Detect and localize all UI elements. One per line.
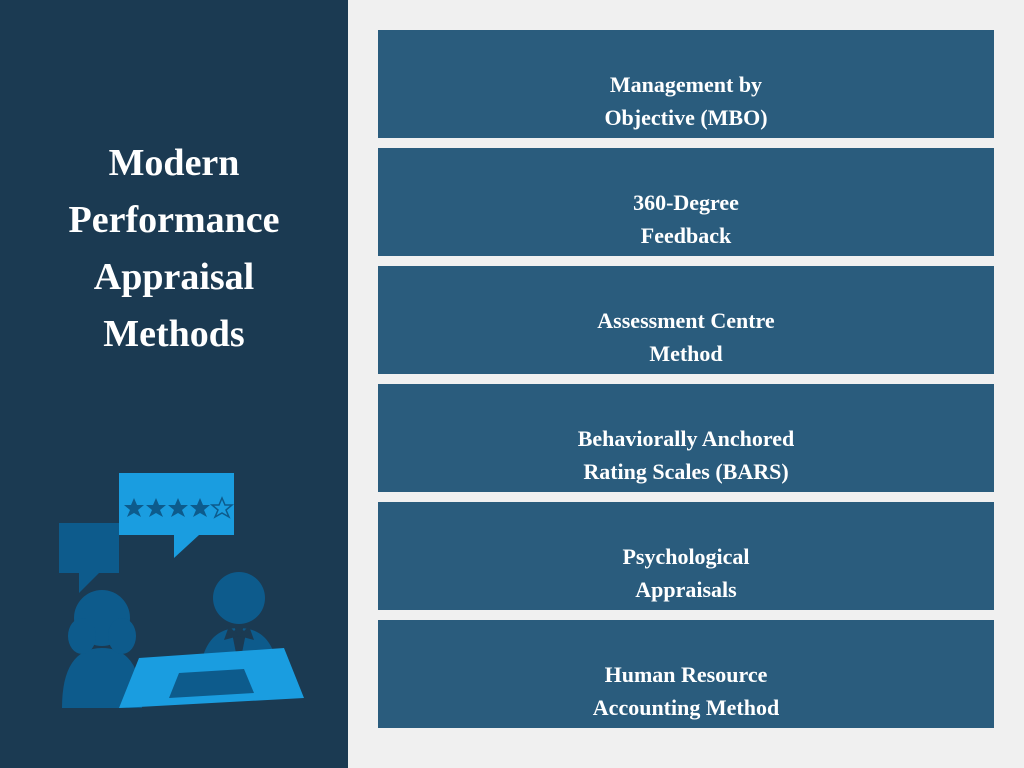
chat-bubble-stars-icon <box>119 473 234 558</box>
methods-list: Management byObjective (MBO) 360-DegreeF… <box>348 0 1024 768</box>
sidebar-panel: ModernPerformanceAppraisalMethods <box>0 0 348 768</box>
method-label: Behaviorally AnchoredRating Scales (BARS… <box>578 389 795 488</box>
laptop-icon <box>119 648 304 708</box>
method-label: Human ResourceAccounting Method <box>593 625 779 724</box>
feedback-icon <box>34 448 314 728</box>
method-item: Management byObjective (MBO) <box>378 30 994 138</box>
method-item: PsychologicalAppraisals <box>378 502 994 610</box>
method-item: Human ResourceAccounting Method <box>378 620 994 728</box>
method-label: 360-DegreeFeedback <box>633 153 739 252</box>
method-item: 360-DegreeFeedback <box>378 148 994 256</box>
chat-bubble-small-icon <box>59 523 119 593</box>
method-item: Behaviorally AnchoredRating Scales (BARS… <box>378 384 994 492</box>
method-label: Management byObjective (MBO) <box>604 35 767 134</box>
method-item: Assessment CentreMethod <box>378 266 994 374</box>
method-label: PsychologicalAppraisals <box>622 507 749 606</box>
method-label: Assessment CentreMethod <box>597 271 774 370</box>
page-title: ModernPerformanceAppraisalMethods <box>69 135 280 363</box>
